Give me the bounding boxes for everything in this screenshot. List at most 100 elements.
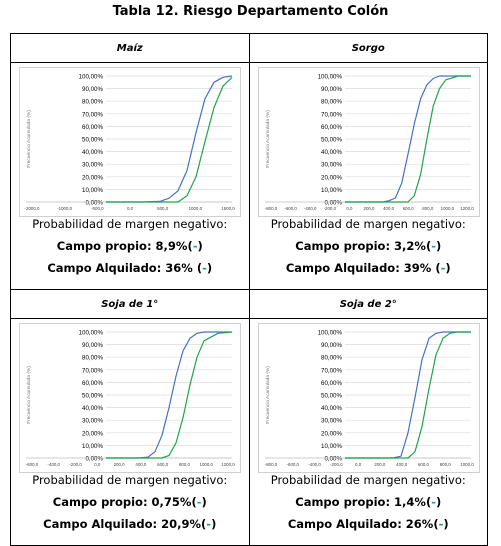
x-tick-label: 0,0 bbox=[94, 462, 101, 467]
blue-marker: - bbox=[196, 495, 202, 509]
prob-label: Probabilidad de margen negativo: bbox=[32, 473, 228, 487]
campo-propio-line: Campo propio: 1,4%(-) bbox=[250, 495, 488, 509]
x-tick-label: 600,0 bbox=[417, 462, 429, 467]
y-tick-label: 0,00% bbox=[324, 456, 342, 463]
y-tick-label: 60,00% bbox=[321, 380, 342, 387]
x-tick-label: 0,0 bbox=[127, 206, 134, 211]
x-tick-label: 600,0 bbox=[402, 206, 414, 211]
y-tick-label: 20,00% bbox=[321, 430, 342, 437]
prob-label: Probabilidad de margen negativo: bbox=[270, 217, 466, 231]
header-soja-2: Soja de 2° bbox=[248, 289, 488, 319]
x-tick-label: 400,0 bbox=[383, 206, 395, 211]
close-paren: ) bbox=[197, 239, 203, 253]
campo-propio-line: Campo propio: 8,9%(-) bbox=[11, 239, 249, 253]
prob-line: Probabilidad de margen negativo: bbox=[11, 473, 249, 487]
x-tick-label: -500,0 bbox=[91, 206, 104, 211]
header-sorgo: Sorgo bbox=[248, 33, 488, 63]
x-tick-label: -400,0 bbox=[48, 462, 61, 467]
table-title: Tabla 12. Riesgo Departamento Colón bbox=[112, 4, 389, 19]
chart-svg: 0,00% 10,00% 20,00% 30,00% 40,00% 50,00% 60,00… bbox=[26, 330, 235, 468]
y-axis-label: Frecuencia Acumulada (%) bbox=[26, 366, 32, 424]
x-tick-label: 500,0 bbox=[157, 206, 169, 211]
y-tick-label: 90,00% bbox=[82, 342, 103, 349]
x-tick-label: 1200,0 bbox=[460, 206, 474, 211]
y-tick-label: 90,00% bbox=[321, 86, 342, 93]
x-tick-label: -600,0 bbox=[284, 206, 297, 211]
header-soja-1: Soja de 1° bbox=[10, 289, 250, 319]
x-tick-label: -400,0 bbox=[303, 206, 316, 211]
x-tick-label: -2000,0 bbox=[25, 206, 40, 211]
cell-maiz: 0,00% 10,00% 20,00% 30,00% 40,00% 50,00% 60,00… bbox=[10, 62, 250, 290]
y-tick-label: 60,00% bbox=[321, 124, 342, 131]
campo-propio-line: Campo propio: 0,75%(-) bbox=[11, 495, 249, 509]
x-tick-label: 1000,0 bbox=[200, 462, 214, 467]
y-axis-label: Frecuencia Acumulada (%) bbox=[26, 110, 32, 168]
close-paren: ) bbox=[443, 517, 449, 531]
series-line-campo-alquilado bbox=[344, 331, 471, 459]
y-tick-label: 50,00% bbox=[321, 137, 342, 144]
campo-alquilado-line: Campo Alquilado: 20,9%(-) bbox=[11, 517, 249, 531]
campo-alquilado-text: Campo Alquilado: 20,9%( bbox=[43, 517, 207, 531]
y-tick-label: 80,00% bbox=[321, 99, 342, 106]
x-tick-label: 800,0 bbox=[422, 206, 434, 211]
y-tick-label: 90,00% bbox=[321, 342, 342, 349]
x-tick-label: 0,0 bbox=[355, 462, 362, 467]
y-tick-label: 70,00% bbox=[321, 367, 342, 374]
x-tick-label: 200,0 bbox=[374, 462, 386, 467]
x-tick-label: 1000,0 bbox=[460, 462, 474, 467]
x-tick-label: -200,0 bbox=[323, 206, 336, 211]
y-tick-label: 50,00% bbox=[82, 137, 103, 144]
chart-svg: 0,00% 10,00% 20,00% 30,00% 40,00% 50,00% 60,00… bbox=[264, 330, 474, 468]
x-tick-label: -600,0 bbox=[286, 462, 299, 467]
close-paren: ) bbox=[435, 495, 442, 509]
campo-alquilado-text: Campo Alquilado: 26%( bbox=[287, 517, 439, 531]
y-tick-label: 70,00% bbox=[82, 111, 103, 118]
y-axis-label: Frecuencia Acumulada (%) bbox=[265, 366, 271, 424]
y-tick-label: 20,00% bbox=[321, 174, 342, 181]
prob-label: Probabilidad de margen negativo: bbox=[32, 217, 228, 231]
y-axis-label: Frecuencia Acumulada (%) bbox=[265, 110, 271, 168]
y-tick-label: 50,00% bbox=[321, 393, 342, 400]
cell-soja-2: 0,00% 10,00% 20,00% 30,00% 40,00% 50,00% 60,00… bbox=[248, 318, 488, 546]
blue-marker: - bbox=[431, 495, 436, 509]
x-tick-label: 1000,0 bbox=[440, 206, 454, 211]
y-tick-label: 0,00% bbox=[85, 456, 103, 463]
y-tick-label: 80,00% bbox=[82, 355, 103, 362]
blue-marker: - bbox=[431, 239, 436, 253]
y-tick-label: 90,00% bbox=[82, 86, 103, 93]
cdf-chart: 0,00% 10,00% 20,00% 30,00% 40,00% 50,00% 60,00… bbox=[19, 67, 241, 217]
y-tick-label: 50,00% bbox=[82, 393, 103, 400]
y-tick-label: 30,00% bbox=[82, 162, 103, 169]
campo-alquilado-line: Campo Alquilado: 36% (-) bbox=[11, 261, 249, 275]
y-tick-label: 0,00% bbox=[324, 200, 342, 207]
x-tick-label: 400,0 bbox=[396, 462, 408, 467]
y-tick-label: 60,00% bbox=[82, 380, 103, 387]
close-paren: ) bbox=[201, 495, 207, 509]
green-marker: - bbox=[438, 517, 444, 531]
y-tick-label: 40,00% bbox=[82, 405, 103, 412]
campo-alquilado-line: Campo Alquilado: 26%(-) bbox=[250, 517, 488, 531]
x-tick-label: 800,0 bbox=[179, 462, 191, 467]
cell-soja-1: 0,00% 10,00% 20,00% 30,00% 40,00% 50,00% 60,00… bbox=[10, 318, 250, 546]
y-tick-label: 20,00% bbox=[82, 430, 103, 437]
green-marker: - bbox=[202, 261, 207, 275]
y-tick-label: 30,00% bbox=[82, 418, 103, 425]
chart-svg: 0,00% 10,00% 20,00% 30,00% 40,00% 50,00% 60,00… bbox=[264, 74, 474, 212]
x-tick-label: -200,0 bbox=[330, 462, 343, 467]
campo-alquilado-line: Campo Alquilado: 39% (-) bbox=[250, 261, 488, 275]
prob-line: Probabilidad de margen negativo: bbox=[250, 473, 488, 487]
y-tick-label: 80,00% bbox=[321, 355, 342, 362]
y-tick-label: 70,00% bbox=[321, 111, 342, 118]
x-tick-label: 200,0 bbox=[363, 206, 375, 211]
x-tick-label: -400,0 bbox=[308, 462, 321, 467]
x-tick-label: -1000,0 bbox=[57, 206, 72, 211]
y-tick-label: 10,00% bbox=[321, 443, 342, 450]
prob-label: Probabilidad de margen negativo: bbox=[270, 473, 466, 487]
y-tick-label: 100,00% bbox=[317, 74, 342, 81]
close-paren: ) bbox=[435, 239, 442, 253]
x-tick-label: 400,0 bbox=[135, 462, 147, 467]
chart-svg: 0,00% 10,00% 20,00% 30,00% 40,00% 50,00% 60,00… bbox=[25, 74, 236, 212]
y-tick-label: 70,00% bbox=[82, 367, 103, 374]
y-tick-label: 20,00% bbox=[82, 174, 103, 181]
x-tick-label: 1200,0 bbox=[221, 462, 235, 467]
